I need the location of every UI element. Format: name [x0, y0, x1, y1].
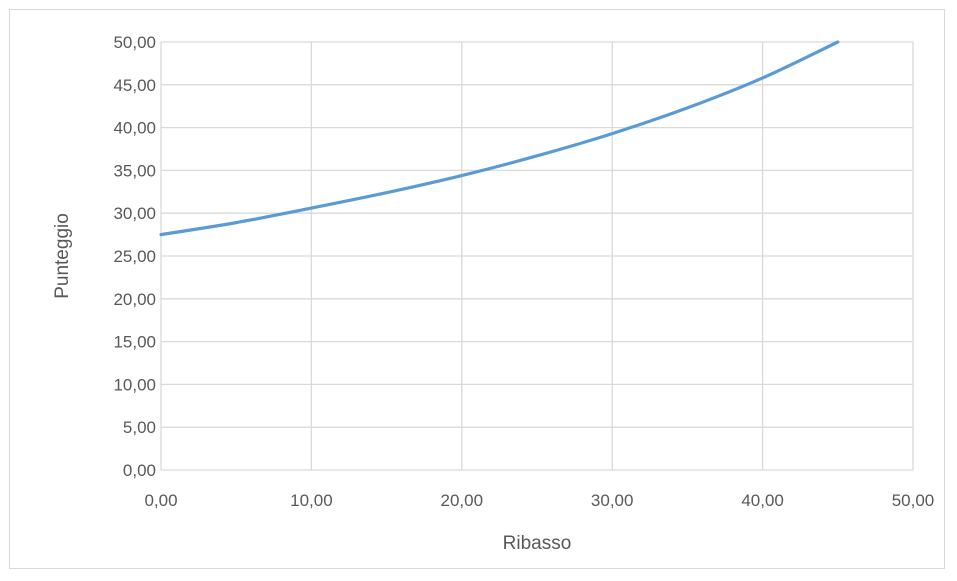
x-axis-ticks: 0,00 10,00 20,00 30,00 40,00 50,00	[144, 491, 934, 510]
y-tick-label: 50,00	[113, 33, 156, 52]
x-tick-label: 50,00	[892, 491, 935, 510]
x-tick-label: 40,00	[741, 491, 784, 510]
x-tick-label: 30,00	[591, 491, 634, 510]
y-tick-label: 0,00	[123, 461, 156, 480]
x-tick-label: 0,00	[144, 491, 177, 510]
y-tick-label: 5,00	[123, 418, 156, 437]
x-axis-title: Ribasso	[503, 533, 572, 554]
y-tick-label: 45,00	[113, 76, 156, 95]
x-tick-label: 20,00	[441, 491, 484, 510]
y-axis-ticks: 0,00 5,00 10,00 15,00 20,00 25,00 30,00 35,00 40…	[113, 33, 156, 480]
series-line	[159, 40, 840, 237]
y-axis-title: Punteggio	[52, 213, 73, 299]
y-tick-label: 25,00	[113, 247, 156, 266]
series	[159, 40, 840, 237]
y-tick-label: 30,00	[113, 204, 156, 223]
y-tick-label: 15,00	[113, 333, 156, 352]
y-tick-label: 20,00	[113, 290, 156, 309]
y-tick-label: 10,00	[113, 375, 156, 394]
chart-frame	[9, 9, 945, 569]
y-tick-label: 35,00	[113, 161, 156, 180]
y-tick-label: 40,00	[113, 119, 156, 138]
x-tick-label: 10,00	[290, 491, 333, 510]
grid	[160, 41, 914, 471]
